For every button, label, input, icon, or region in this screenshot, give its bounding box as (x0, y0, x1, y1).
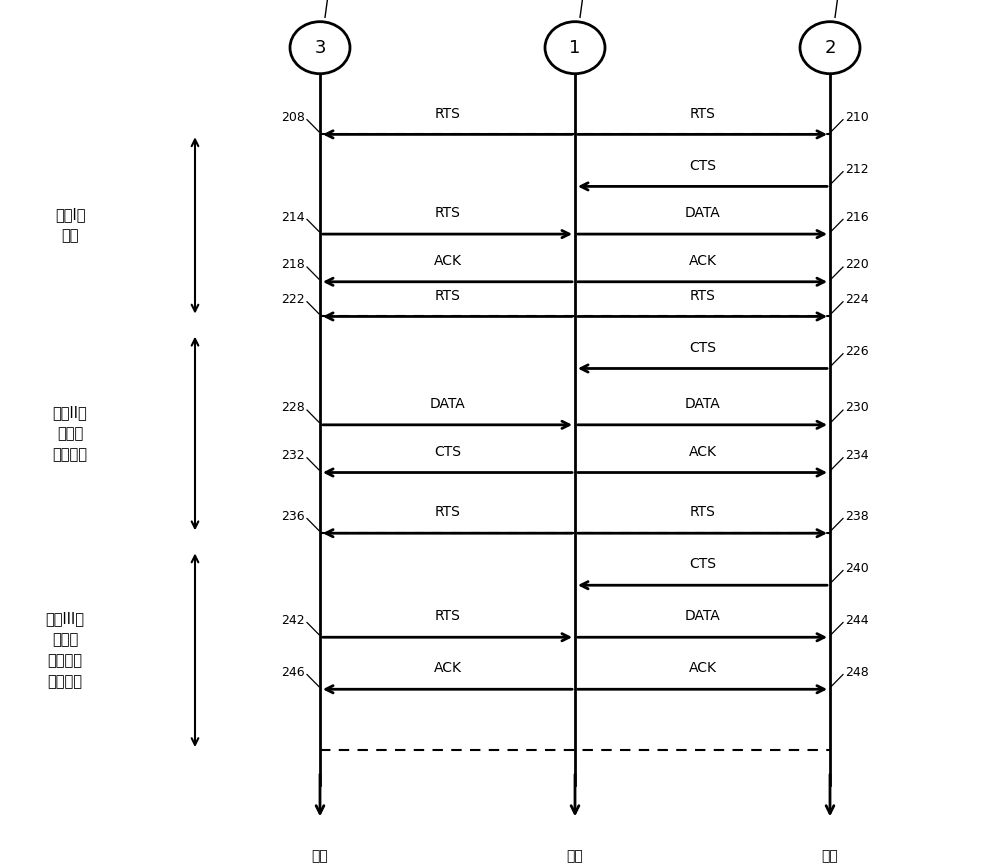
Text: 224: 224 (845, 293, 869, 306)
Text: 246: 246 (281, 666, 305, 679)
Text: DATA: DATA (685, 397, 720, 411)
Text: RTS: RTS (690, 289, 715, 303)
Text: 230: 230 (845, 401, 869, 414)
Text: 212: 212 (845, 163, 869, 176)
Text: 232: 232 (281, 449, 305, 462)
Text: ACK: ACK (688, 445, 716, 459)
Text: DATA: DATA (430, 397, 465, 411)
Text: ACK: ACK (688, 662, 716, 675)
Text: 244: 244 (845, 614, 869, 627)
Text: DATA: DATA (685, 206, 720, 220)
Text: 时间: 时间 (312, 850, 328, 864)
Text: 阶段II：
第一次
信道争用: 阶段II： 第一次 信道争用 (52, 405, 88, 462)
Text: 214: 214 (281, 211, 305, 224)
Text: 1: 1 (569, 39, 581, 56)
Text: RTS: RTS (435, 610, 460, 623)
Text: 210: 210 (845, 111, 869, 124)
Text: RTS: RTS (435, 289, 460, 303)
Text: 216: 216 (845, 211, 869, 224)
Text: 240: 240 (845, 562, 869, 575)
Text: 228: 228 (281, 401, 305, 414)
Text: CTS: CTS (689, 341, 716, 355)
Text: 220: 220 (845, 258, 869, 271)
Text: CTS: CTS (689, 557, 716, 571)
Text: ACK: ACK (434, 662, 462, 675)
Text: DATA: DATA (685, 610, 720, 623)
Text: 238: 238 (845, 510, 869, 523)
Text: CTS: CTS (689, 159, 716, 173)
Text: 242: 242 (281, 614, 305, 627)
Text: RTS: RTS (435, 505, 460, 519)
Text: CTS: CTS (434, 445, 461, 459)
Text: ACK: ACK (688, 254, 716, 268)
Text: 时间: 时间 (822, 850, 838, 864)
Text: 208: 208 (281, 111, 305, 124)
Text: 248: 248 (845, 666, 869, 679)
Text: 3: 3 (314, 39, 326, 56)
Text: RTS: RTS (690, 505, 715, 519)
Text: 2: 2 (824, 39, 836, 56)
Text: 阶段III：
第二次
信道争用
前的探测: 阶段III： 第二次 信道争用 前的探测 (46, 611, 84, 689)
Text: 阶段I：
探测: 阶段I： 探测 (55, 207, 85, 244)
Text: RTS: RTS (435, 206, 460, 220)
Text: RTS: RTS (690, 107, 715, 121)
Text: RTS: RTS (435, 107, 460, 121)
Text: ACK: ACK (434, 254, 462, 268)
Text: 234: 234 (845, 449, 869, 462)
Text: 时间: 时间 (567, 850, 583, 864)
Text: 226: 226 (845, 345, 869, 358)
Text: 218: 218 (281, 258, 305, 271)
Text: 236: 236 (281, 510, 305, 523)
Text: 222: 222 (281, 293, 305, 306)
